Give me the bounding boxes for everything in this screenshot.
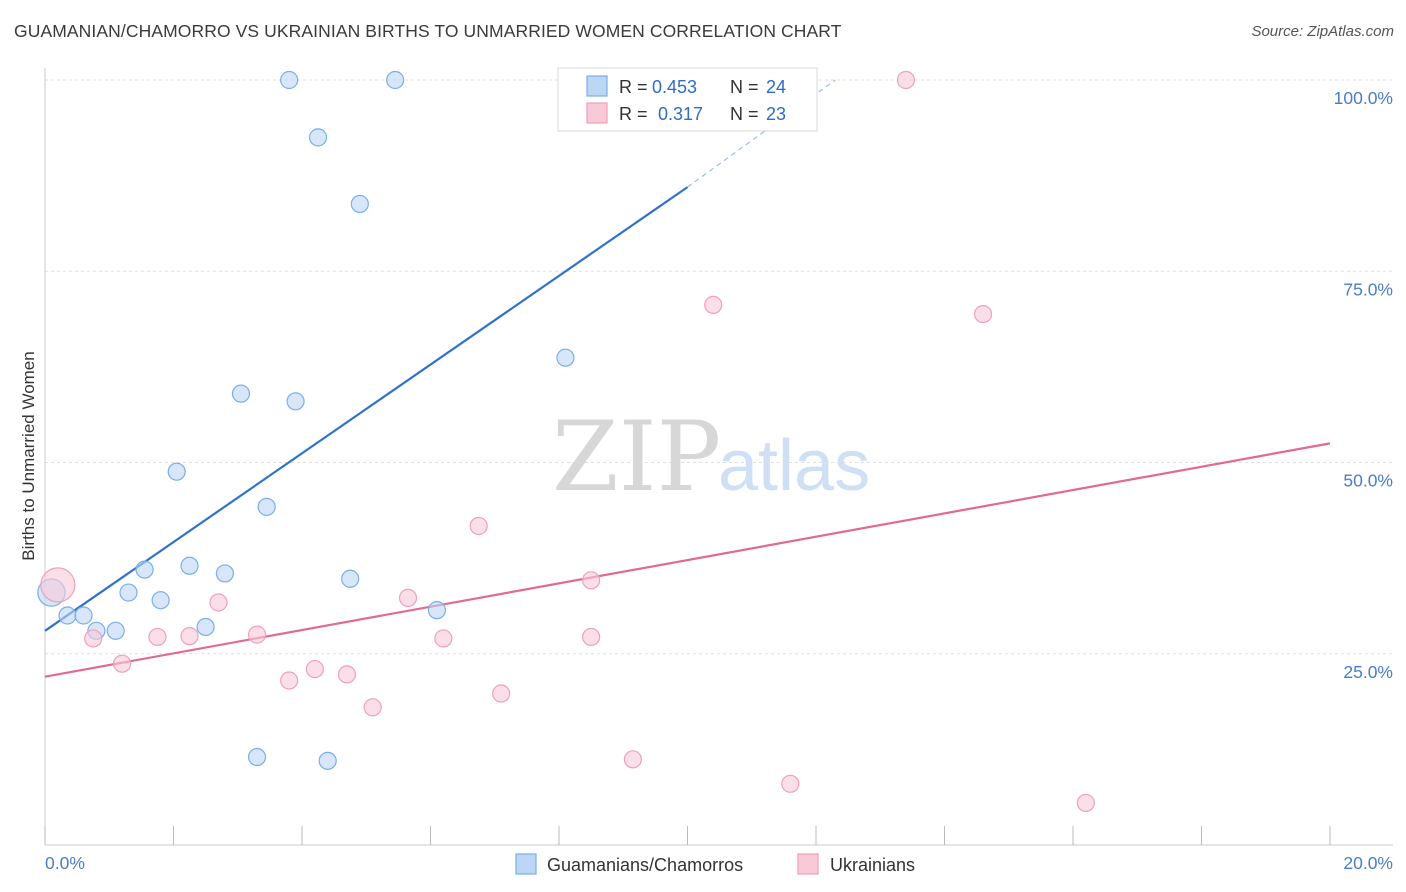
legend-r-label-guamanians: R = (619, 77, 648, 97)
point-ukrainians-13 (469, 516, 488, 536)
point-guamanians-18 (318, 751, 337, 770)
point-ukrainians-11 (398, 588, 418, 608)
point-guamanians-11 (215, 564, 234, 583)
trend-line-guamanians (44, 186, 689, 632)
y-tick-labels: 25.0% 50.0% 75.0% 100.0% (1334, 88, 1393, 682)
watermark-atlas: atlas (718, 426, 870, 506)
point-ukrainians-15 (582, 571, 601, 590)
point-ukrainians-5 (209, 593, 228, 612)
legend-swatch-guamanians (586, 75, 608, 97)
point-guamanians-19 (341, 569, 360, 588)
series-legend-swatch-guamanians (515, 853, 537, 875)
source-credit: Source: ZipAtlas.com (1251, 23, 1394, 40)
legend-swatch-ukrainians (586, 102, 608, 124)
point-ukrainians-19 (781, 774, 800, 793)
x-tick-labels: 0.0% 20.0% (45, 853, 1393, 873)
point-ukrainians-6 (247, 625, 267, 644)
point-guamanians-13 (247, 747, 267, 767)
y-tick-label-0: 25.0% (1343, 662, 1393, 682)
point-guamanians-17 (308, 128, 328, 147)
point-ukrainians-1 (84, 629, 103, 648)
legend-r-value-ukrainians: 0.317 (658, 104, 703, 124)
point-ukrainians-8 (305, 659, 324, 679)
point-ukrainians-10 (363, 698, 382, 717)
y-tick-label-2: 75.0% (1343, 279, 1393, 299)
legend-n-label-guamanians: N = (730, 77, 759, 97)
y-tick-label-1: 50.0% (1343, 471, 1393, 491)
x-tick-label-0: 0.0% (45, 853, 85, 873)
watermark-zip: ZIP (552, 401, 721, 513)
point-guamanians-20 (350, 194, 369, 214)
point-guamanians-2 (74, 606, 93, 625)
point-guamanians-16 (286, 392, 305, 411)
point-guamanians-1 (58, 606, 77, 625)
y-tick-label-3: 100.0% (1334, 88, 1393, 108)
point-guamanians-9 (180, 556, 199, 575)
x-tick-label-1: 20.0% (1343, 853, 1393, 873)
chart-title: GUAMANIAN/CHAMORRO VS UKRAINIAN BIRTHS T… (14, 21, 842, 41)
point-ukrainians-14 (492, 684, 511, 703)
trend-line-guamanians-extension (687, 79, 836, 188)
point-ukrainians-16 (582, 627, 601, 647)
data-points (37, 70, 1095, 813)
point-ukrainians-7 (280, 671, 299, 690)
point-ukrainians-3 (148, 627, 167, 647)
point-ukrainians-0 (40, 567, 76, 603)
point-guamanians-23 (556, 348, 575, 367)
grid-lines (45, 79, 1393, 655)
point-ukrainians-9 (337, 665, 357, 684)
point-guamanians-4 (106, 621, 125, 640)
series-legend-swatch-ukrainians (797, 853, 819, 875)
series-legend-label-guamanians: Guamanians/Chamorros (547, 855, 743, 875)
point-guamanians-5 (119, 583, 138, 602)
legend-n-value-guamanians: 24 (766, 77, 786, 97)
legend-r-value-guamanians: 0.453 (652, 77, 697, 97)
point-ukrainians-21 (973, 304, 993, 324)
series-legend: Guamanians/Chamorros Ukrainians (515, 853, 915, 875)
point-ukrainians-20 (896, 70, 916, 90)
point-ukrainians-18 (704, 295, 723, 315)
legend-n-value-ukrainians: 23 (766, 104, 786, 124)
watermark: ZIP atlas (552, 401, 870, 513)
series-legend-label-ukrainians: Ukrainians (830, 855, 915, 875)
point-guamanians-22 (427, 601, 447, 620)
point-guamanians-6 (135, 560, 154, 579)
point-guamanians-12 (231, 384, 251, 403)
y-axis-label: Births to Unmarried Women (19, 351, 38, 560)
point-guamanians-14 (257, 497, 276, 516)
axes (44, 68, 1393, 846)
point-guamanians-8 (167, 462, 186, 481)
point-ukrainians-22 (1076, 793, 1095, 813)
legend-r-label-ukrainians: R = (619, 104, 648, 124)
legend-n-label-ukrainians: N = (730, 104, 759, 124)
stats-legend: R = 0.453 N = 24 R = 0.317 N = 23 (557, 67, 818, 132)
point-guamanians-15 (280, 70, 299, 90)
point-guamanians-10 (196, 617, 215, 637)
point-ukrainians-4 (180, 627, 199, 646)
point-ukrainians-2 (112, 654, 132, 673)
point-ukrainians-17 (623, 750, 642, 769)
trend-lines (44, 79, 1331, 678)
point-guamanians-7 (151, 591, 170, 610)
point-guamanians-21 (386, 70, 405, 90)
point-ukrainians-12 (434, 629, 453, 648)
